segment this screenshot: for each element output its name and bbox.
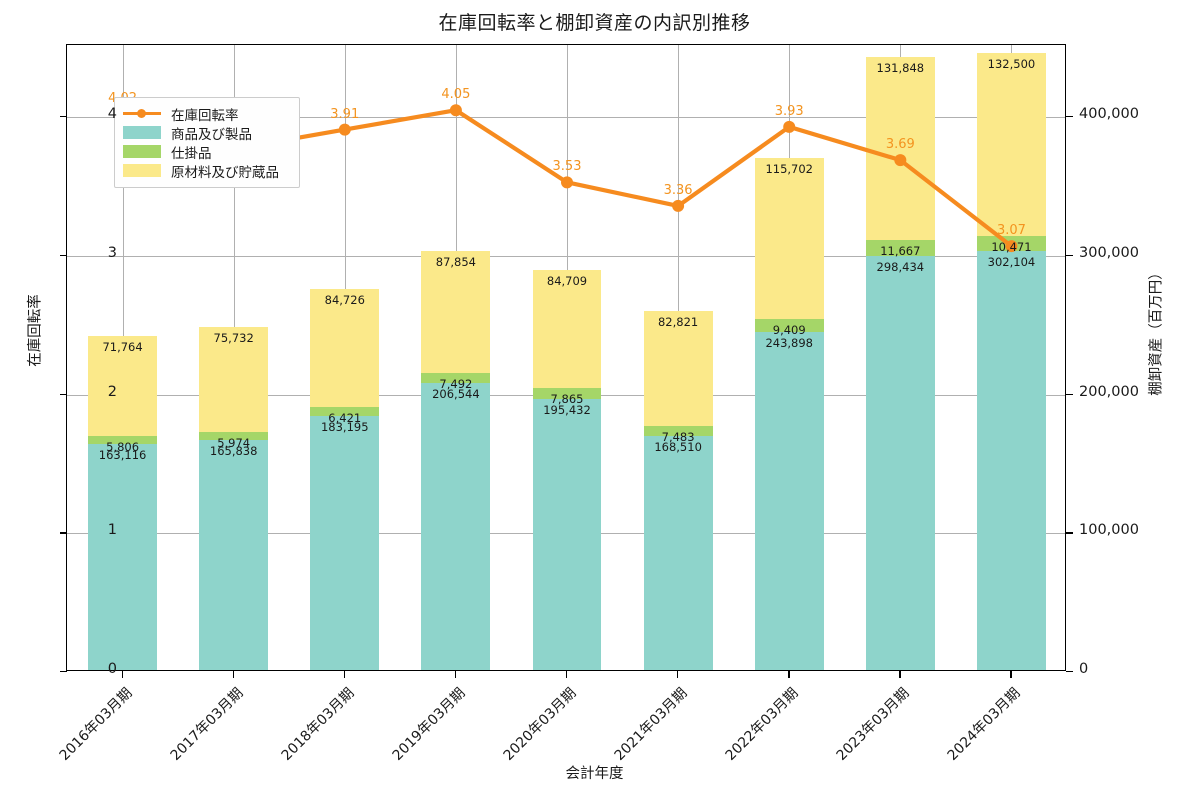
right-axis-tick-label: 400,000 [1079, 106, 1139, 123]
x-axis-tick-mark [1010, 671, 1012, 678]
bar-segment-仕掛品[interactable] [310, 406, 380, 416]
bar-stack-2022年03月期[interactable] [754, 45, 824, 670]
bar-segment-仕掛品[interactable] [199, 431, 269, 440]
bar-segment-商品及び製品[interactable] [421, 383, 491, 670]
bar-stack-2023年03月期[interactable] [865, 45, 935, 670]
bar-segment-仕掛品[interactable] [754, 318, 824, 332]
x-axis-label: 会計年度 [565, 766, 624, 782]
left-axis-tick-label: 3 [107, 244, 117, 261]
right-axis-tick-mark [1066, 532, 1073, 534]
legend-item-原材料及び貯蔵品[interactable]: 原材料及び貯蔵品 [123, 161, 289, 181]
right-axis-tick-mark [1066, 393, 1073, 395]
x-axis-tick-label-2020年03月期: 2020年03月期 [500, 685, 580, 764]
left-axis-label: 在庫回転率 [27, 294, 44, 367]
x-axis-tick-mark [677, 671, 679, 678]
legend-line-marker-icon [123, 107, 161, 120]
gridline-horizontal [67, 255, 1065, 257]
legend-item-仕掛品[interactable]: 仕掛品 [123, 142, 289, 162]
bar-stack-2021年03月期[interactable] [643, 45, 713, 670]
x-axis-tick-mark [232, 671, 234, 678]
bar-segment-原材料及び貯蔵品[interactable] [977, 52, 1046, 237]
left-axis-tick-label: 4 [107, 106, 117, 123]
left-axis-tick-label: 1 [107, 522, 117, 539]
left-axis-tick-mark [60, 532, 67, 534]
bar-stack-2016年03月期[interactable] [88, 45, 157, 670]
bar-stack-2018年03月期[interactable] [310, 45, 380, 670]
x-axis-tick-label-2024年03月期: 2024年03月期 [945, 685, 1024, 764]
x-axis-tick-label-2017年03月期: 2017年03月期 [167, 685, 247, 764]
legend-swatch-icon [123, 145, 161, 158]
bar-segment-原材料及び貯蔵品[interactable] [643, 310, 713, 426]
right-axis-tick-label: 300,000 [1079, 244, 1139, 261]
plot-area: 163,116 5,806 71,764 165,838 5,974 75,732 183,… [66, 44, 1066, 671]
x-axis-tick-mark [343, 671, 346, 678]
bar-stack-2020年03月期[interactable] [532, 45, 602, 670]
bar-segment-仕掛品[interactable] [88, 435, 157, 444]
right-axis-tick-mark [1066, 116, 1073, 118]
legend-swatch-icon [123, 164, 161, 177]
right-axis-tick-label: 200,000 [1079, 383, 1139, 400]
bar-segment-原材料及び貯蔵品[interactable] [199, 326, 269, 432]
bar-segment-商品及び製品[interactable] [643, 436, 713, 670]
left-axis-tick-mark [60, 671, 67, 673]
legend-item-label: 仕掛品 [171, 145, 212, 162]
legend-item-label: 在庫回転率 [171, 107, 239, 124]
x-axis-tick-mark [454, 671, 457, 678]
bar-stack-2017年03月期[interactable] [199, 45, 269, 670]
right-axis-tick-label: 100,000 [1079, 522, 1139, 539]
left-axis-tick-mark [60, 116, 67, 118]
right-axis-tick-label: 0 [1079, 661, 1089, 677]
x-axis-tick-label-2018年03月期: 2018年03月期 [278, 685, 358, 764]
legend-item-在庫回転率[interactable]: 在庫回転率 [123, 104, 289, 124]
x-axis-tick-label-2016年03月期: 2016年03月期 [56, 685, 135, 764]
bar-segment-原材料及び貯蔵品[interactable] [310, 289, 380, 407]
bar-segment-仕掛品[interactable] [643, 425, 713, 437]
bar-segment-仕掛品[interactable] [865, 239, 935, 256]
x-axis-tick-label-2021年03月期: 2021年03月期 [611, 685, 691, 764]
x-axis-tick-mark [899, 671, 901, 678]
left-axis-tick-label: 2 [107, 383, 117, 400]
bar-segment-原材料及び貯蔵品[interactable] [88, 336, 157, 436]
left-axis-tick-mark [60, 254, 67, 257]
bar-stack-2019年03月期[interactable] [421, 45, 491, 670]
bar-segment-商品及び製品[interactable] [88, 443, 157, 670]
bar-segment-仕掛品[interactable] [532, 387, 602, 399]
legend-dot-icon [137, 109, 146, 118]
bar-segment-仕掛品[interactable] [421, 373, 491, 384]
right-axis-label: 棚卸資産（百万円） [1148, 265, 1165, 396]
bar-segment-商品及び製品[interactable] [865, 256, 935, 670]
right-axis-tick-mark [1066, 254, 1073, 257]
bar-segment-商品及び製品[interactable] [754, 331, 824, 670]
x-axis-tick-mark [566, 671, 568, 678]
right-axis-tick-mark [1066, 671, 1073, 673]
chart-legend[interactable]: 在庫回転率商品及び製品 仕掛品原材料及び貯蔵品 [114, 97, 300, 188]
x-axis-tick-label-2022年03月期: 2022年03月期 [722, 685, 802, 764]
bar-segment-商品及び製品[interactable] [199, 439, 269, 670]
x-axis-tick-mark [121, 671, 123, 678]
bar-segment-商品及び製品[interactable] [532, 398, 602, 670]
legend-swatch-icon [123, 126, 161, 139]
bar-segment-仕掛品[interactable] [977, 236, 1046, 251]
x-axis-tick-label-2019年03月期: 2019年03月期 [389, 685, 469, 764]
bar-segment-商品及び製品[interactable] [310, 415, 380, 670]
x-axis-tick-label-2023年03月期: 2023年03月期 [833, 685, 913, 764]
bar-segment-商品及び製品[interactable] [977, 250, 1046, 670]
bar-stack-2024年03月期[interactable] [977, 45, 1046, 670]
left-axis-tick-label: 0 [107, 661, 117, 677]
left-axis-tick-mark [60, 393, 67, 395]
legend-item-label: 原材料及び貯蔵品 [171, 164, 279, 181]
chart-title: 在庫回転率と棚卸資産の内訳別推移 [438, 12, 751, 34]
bar-segment-原材料及び貯蔵品[interactable] [754, 158, 824, 319]
bar-segment-原材料及び貯蔵品[interactable] [421, 251, 491, 374]
x-axis-tick-mark [788, 671, 790, 678]
legend-item-label: 商品及び製品 [171, 126, 252, 143]
legend-item-商品及び製品[interactable]: 商品及び製品 [123, 123, 289, 143]
bar-segment-原材料及び貯蔵品[interactable] [532, 270, 602, 388]
bar-segment-原材料及び貯蔵品[interactable] [865, 56, 935, 240]
